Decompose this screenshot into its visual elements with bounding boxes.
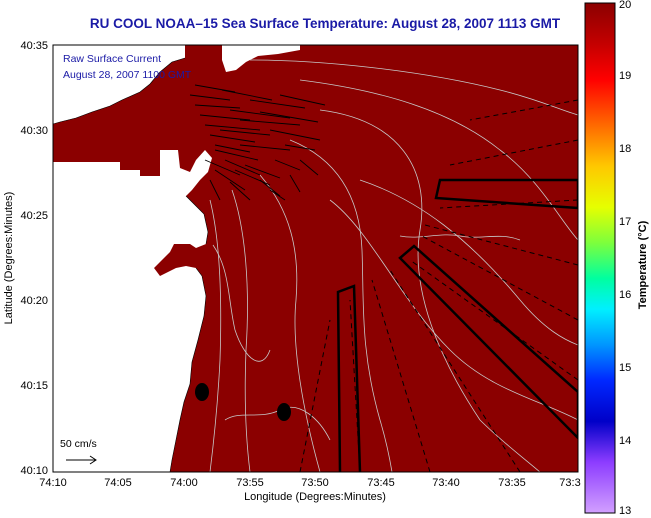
colorbar-gradient	[584, 2, 616, 514]
current-vectors	[189, 84, 326, 201]
colorbar-tick: 19	[619, 70, 631, 82]
sst-map: Raw Surface Current August 28, 2007 1100…	[53, 45, 578, 472]
land-north-right	[222, 45, 300, 72]
y-tick-label: 40:30	[20, 125, 48, 137]
x-tick-label: 74:10	[39, 477, 67, 489]
coastline-2	[169, 195, 209, 472]
colorbar-tick: 16	[619, 289, 631, 301]
scale-bar-label: 50 cm/s	[60, 438, 97, 450]
x-tick-label: 74:00	[170, 477, 198, 489]
x-tick-label: 73:50	[301, 477, 329, 489]
colorbar-tick: 15	[619, 362, 631, 374]
y-tick-label: 40:20	[20, 295, 48, 307]
sampling-boxes	[336, 178, 578, 472]
bathymetry-contours	[209, 59, 578, 472]
current-label: Raw Surface Current	[63, 53, 161, 65]
coastline	[53, 57, 186, 125]
y-axis: 40:35 40:30 40:25 40:20 40:15 40:10	[20, 40, 48, 477]
colorbar-tick: 13	[619, 505, 631, 517]
colorbar-tick: 17	[619, 216, 631, 228]
y-axis-label: Latitude (Degrees:Minutes)	[3, 192, 15, 325]
x-tick-label: 73:3	[559, 477, 580, 489]
x-axis-label: Longitude (Degrees:Minutes)	[244, 491, 386, 503]
colorbar-label: Temperature (°C)	[637, 220, 649, 309]
colorbar-tick: 14	[619, 435, 631, 447]
scale-bar-arrow	[66, 455, 97, 465]
station-marker-east	[277, 403, 291, 421]
plot-frame	[52, 44, 579, 473]
x-axis: 74:10 74:05 74:00 73:55 73:50 73:45 73:4…	[39, 477, 580, 489]
x-tick-label: 73:35	[498, 477, 526, 489]
x-tick-label: 74:05	[104, 477, 132, 489]
box-south	[336, 284, 362, 472]
colorbar-tick: 20	[619, 0, 631, 11]
map-title: RU COOL NOAA–15 Sea Surface Temperature:…	[89, 16, 561, 31]
y-tick-label: 40:15	[20, 380, 48, 392]
box-east	[434, 178, 578, 210]
station-marker-west	[195, 383, 209, 401]
x-tick-label: 73:55	[236, 477, 264, 489]
land-north	[53, 45, 185, 124]
colorbar: 20 19 18 17 16 15 14 13 Temperature (°C)	[584, 0, 649, 517]
x-tick-label: 73:40	[432, 477, 460, 489]
x-tick-label: 73:45	[367, 477, 395, 489]
y-tick-label: 40:25	[20, 210, 48, 222]
box-southeast	[398, 244, 578, 440]
colorbar-tick: 18	[619, 143, 631, 155]
current-date-label: August 28, 2007 1100 GMT	[63, 69, 192, 81]
y-tick-label: 40:10	[20, 465, 48, 477]
land-mass	[53, 150, 212, 472]
y-tick-label: 40:35	[20, 40, 48, 52]
